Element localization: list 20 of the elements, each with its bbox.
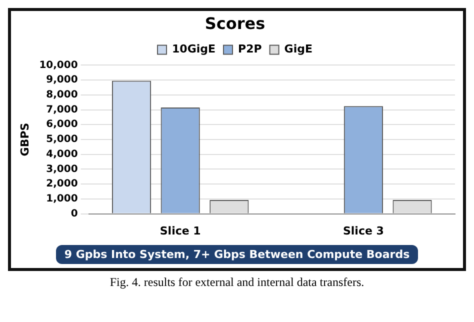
legend-label: GigE [284, 42, 312, 56]
y-tick-label: 2,000 [46, 178, 78, 190]
y-tick-label: 1,000 [46, 194, 78, 205]
y-tick-label: 7,000 [46, 104, 78, 116]
text: 9 Gpbs Into System, 7+ Gbps Between Compute Boards [56, 245, 418, 264]
legend-label: 10GigE [172, 42, 216, 56]
legend-label: P2P [238, 42, 262, 56]
x-tick-label: Slice 1 [160, 224, 201, 238]
y-tick-label: 5,000 [46, 134, 78, 146]
y-tick-label: 3,000 [46, 164, 78, 175]
y-tick-label: 4,000 [46, 148, 78, 160]
x-tick-label: Slice 3 [342, 224, 384, 238]
chart-title: Scores [204, 14, 266, 33]
y-tick-label: 10,000 [39, 60, 78, 71]
y-axis-title: GBPS [18, 122, 32, 156]
y-tick-label: 6,000 [46, 119, 78, 130]
y-tick-label: 9,000 [46, 74, 78, 86]
y-tick-label: 8,000 [46, 90, 78, 101]
y-tick-label: 0 [70, 208, 78, 220]
caption: Fig. 4. results for external and internal data transfers. [108, 275, 366, 290]
